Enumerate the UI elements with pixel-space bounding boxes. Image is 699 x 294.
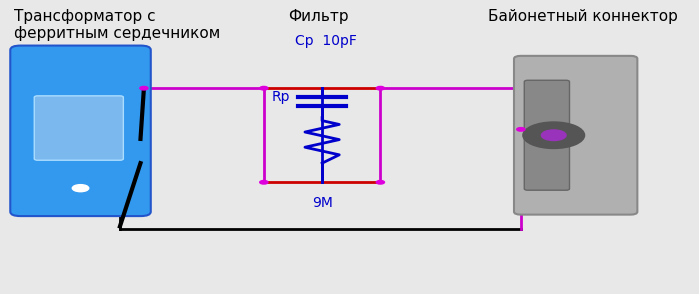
Circle shape [517,128,525,131]
Text: Фильтр: Фильтр [289,9,349,24]
Circle shape [523,122,584,148]
Circle shape [140,86,148,90]
Circle shape [260,86,268,90]
Text: Rp: Rp [272,90,290,104]
FancyBboxPatch shape [10,46,151,216]
Text: Cp  10pF: Cp 10pF [294,34,356,48]
FancyBboxPatch shape [514,56,637,215]
Text: 9M: 9M [312,196,333,210]
Text: Байонетный коннектор: Байонетный коннектор [488,9,677,24]
Circle shape [376,86,384,90]
Circle shape [376,181,384,184]
Circle shape [260,181,268,184]
FancyBboxPatch shape [524,80,570,190]
Text: Трансформатор с
ферритным сердечником: Трансформатор с ферритным сердечником [14,9,220,41]
FancyBboxPatch shape [34,96,123,160]
Circle shape [72,185,89,192]
Circle shape [542,130,566,141]
